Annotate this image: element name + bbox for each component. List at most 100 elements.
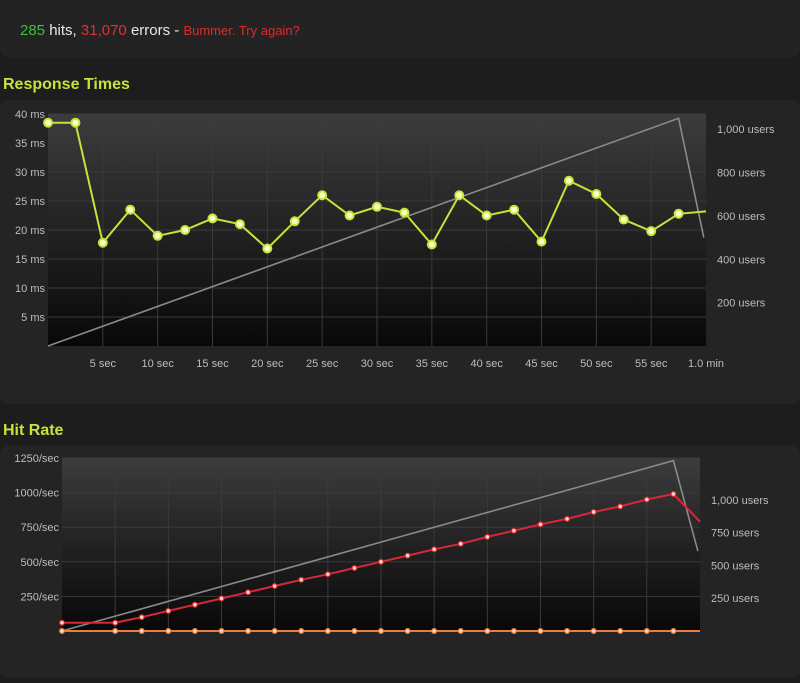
x-tick-label: 15 sec (196, 358, 229, 370)
y-tick-label: 20 ms (15, 225, 45, 237)
data-point (457, 540, 464, 547)
x-tick-label: 20 sec (251, 358, 284, 370)
data-point (298, 576, 305, 583)
data-point (324, 628, 331, 635)
data-point (617, 503, 624, 510)
y-tick-label: 1250/sec (14, 453, 59, 465)
users-series-1 (47, 117, 705, 347)
data-point (180, 225, 191, 235)
data-point (399, 207, 410, 218)
data-point (536, 236, 547, 247)
x-tick-label: 55 sec (635, 358, 668, 370)
data-point (646, 226, 657, 237)
hit-rate-chart: 1250/sec 1000/sec 750/sec 500/sec 250/sec 1,0… (14, 453, 769, 635)
data-point (537, 628, 544, 635)
y-tick-label: 40 ms (15, 109, 45, 121)
series-line (61, 459, 699, 632)
y-tick-label: 35 ms (15, 138, 45, 150)
x-tick-label: 10 sec (141, 358, 174, 370)
data-series-1 (58, 628, 700, 635)
data-point (484, 628, 491, 635)
data-point (426, 239, 437, 250)
data-point (112, 628, 119, 635)
data-point (317, 190, 328, 201)
errors-label: errors - (126, 22, 184, 39)
data-point (509, 204, 520, 215)
data-point (378, 628, 385, 635)
errors-count: 31,070 (80, 22, 127, 39)
hit-rate-panel: 1250/sec 1000/sec 750/sec 500/sec 250/sec 1,0… (0, 446, 800, 678)
y2-tick-label: 500 users (711, 560, 760, 572)
data-point (245, 628, 252, 635)
data-point (454, 190, 465, 201)
data-point (563, 175, 574, 186)
y2-tick-label: 250 users (711, 593, 760, 605)
summary-bar: 285 hits, 31,070 errors - Bummer. Try ag… (0, 0, 800, 58)
data-point (372, 201, 382, 212)
data-point (262, 243, 273, 254)
data-point (590, 628, 597, 635)
data-point (537, 521, 544, 528)
data-point (165, 628, 172, 635)
data-point (191, 628, 198, 635)
y2-tick-label: 750 users (711, 528, 760, 540)
data-point (43, 117, 53, 128)
summary-line: 285 hits, 31,070 errors - Bummer. Try ag… (20, 22, 300, 39)
response-times-chart: 40 ms 35 ms 30 ms 25 ms 20 ms 15 ms 10 ms 5 ms 1… (15, 109, 775, 370)
data-point (404, 628, 411, 635)
x-tick-label: 30 sec (361, 358, 394, 370)
data-point (484, 533, 491, 540)
data-point (218, 595, 225, 602)
y-tick-label: 25 ms (15, 196, 45, 208)
data-point (457, 628, 464, 635)
data-point (298, 628, 305, 635)
data-point (97, 237, 108, 248)
series-line (47, 117, 705, 347)
hit-rate-title: Hit Rate (3, 422, 64, 439)
data-point (617, 628, 624, 635)
x-tick-label: 1.0 min (688, 358, 724, 370)
data-point (324, 571, 331, 578)
y-tick-label: 15 ms (15, 254, 45, 266)
data-point (564, 515, 571, 522)
data-point (643, 496, 650, 503)
x-tick-label: 25 sec (306, 358, 339, 370)
data-point (271, 583, 278, 590)
y2-tick-label: 1,000 users (717, 124, 775, 136)
data-point (351, 628, 358, 635)
data-point (670, 628, 677, 635)
y-tick-label: 500/sec (20, 557, 59, 569)
y-tick-label: 10 ms (15, 283, 45, 295)
data-point (218, 628, 225, 635)
data-point (271, 628, 278, 635)
data-series-0 (58, 490, 701, 626)
x-tick-label: 5 sec (90, 358, 117, 370)
y2-tick-label: 600 users (717, 211, 766, 223)
data-point (165, 607, 172, 614)
series-line (62, 492, 701, 624)
data-point (618, 214, 629, 225)
y-tick-label: 1000/sec (14, 488, 59, 500)
data-point (191, 601, 198, 608)
data-point (138, 614, 145, 621)
users-series-2 (61, 459, 699, 632)
data-point (643, 628, 650, 635)
data-point (112, 619, 119, 626)
data-point (344, 210, 355, 221)
y-tick-label: 30 ms (15, 167, 45, 179)
data-point (670, 490, 677, 497)
data-point (70, 117, 81, 128)
data-point (125, 204, 136, 215)
data-point (431, 628, 438, 635)
data-point (152, 230, 163, 241)
retry-message: Bummer. Try again? (183, 23, 300, 38)
data-point (510, 628, 517, 635)
response-times-title: Response Times (3, 76, 130, 93)
data-point (58, 619, 65, 626)
hits-label: hits, (45, 22, 81, 39)
data-point (351, 565, 358, 572)
data-point (481, 210, 492, 221)
y2-tick-label: 400 users (717, 254, 766, 266)
data-point (404, 552, 411, 559)
data-point (590, 508, 597, 515)
